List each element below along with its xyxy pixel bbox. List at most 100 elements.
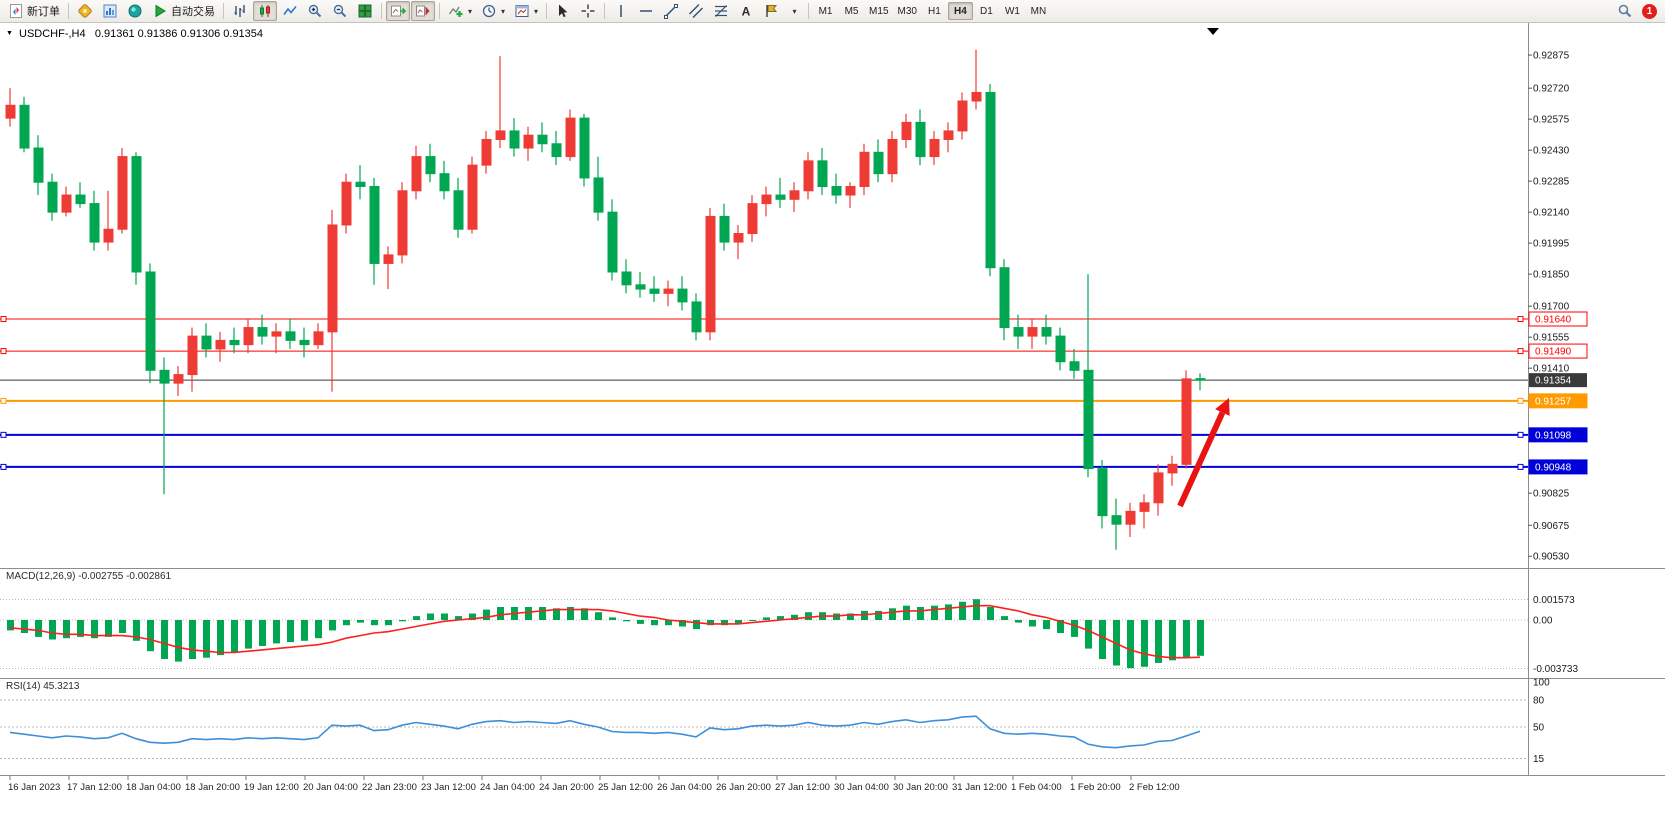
- indicators-button[interactable]: ▾: [444, 1, 476, 21]
- hline-handle[interactable]: [0, 316, 7, 323]
- candle-body: [1167, 463, 1178, 474]
- candle-body: [439, 173, 450, 192]
- community-button[interactable]: [123, 1, 147, 21]
- timeframe-M30-button[interactable]: M30: [894, 2, 921, 20]
- timeframe-H1-button[interactable]: H1: [922, 2, 947, 20]
- candle-body: [495, 130, 506, 140]
- macd-histogram-bar: [371, 620, 378, 626]
- market-watch-button[interactable]: [98, 1, 122, 21]
- cursor-tool-button[interactable]: [551, 1, 575, 21]
- price-badge: [1528, 311, 1588, 327]
- search-button[interactable]: [1613, 1, 1637, 21]
- zoom-out-button[interactable]: [328, 1, 352, 21]
- hline-handle[interactable]: [0, 431, 7, 438]
- hline-handle[interactable]: [0, 348, 7, 355]
- line-chart-type-button[interactable]: [278, 1, 302, 21]
- hline-handle[interactable]: [1517, 397, 1524, 404]
- zoom-in-button[interactable]: [303, 1, 327, 21]
- candle-body: [607, 211, 618, 273]
- macd-histogram-bar: [805, 612, 812, 620]
- vertical-line-tool-button[interactable]: [609, 1, 633, 21]
- macd-histogram-bar: [189, 620, 196, 659]
- price-badge-label: 0.91257: [1535, 396, 1572, 407]
- timeframe-D1-button[interactable]: D1: [974, 2, 999, 20]
- hline-handle[interactable]: [1517, 316, 1524, 323]
- candlestick-chart-type-button[interactable]: [253, 1, 277, 21]
- hline-handle[interactable]: [0, 397, 7, 404]
- line-chart-icon: [282, 3, 298, 19]
- trendline-tool-button[interactable]: [659, 1, 683, 21]
- macd-histogram-bar: [917, 607, 924, 620]
- candle-body: [103, 228, 114, 243]
- price-tick-label: 0.90530: [1533, 552, 1570, 563]
- timeframe-H4-button[interactable]: H4: [947, 2, 973, 20]
- trend-arrow-head[interactable]: [1215, 398, 1230, 416]
- notification-badge[interactable]: 1: [1642, 3, 1657, 19]
- macd-histogram-bar: [217, 620, 224, 656]
- candle-body: [747, 203, 758, 235]
- candle-body: [691, 301, 702, 333]
- timeframe-MN-button[interactable]: MN: [1026, 2, 1051, 20]
- macd-histogram-bar: [469, 613, 476, 620]
- tile-windows-button[interactable]: [353, 1, 377, 21]
- candle-body: [453, 190, 464, 230]
- chart-title-collapse-icon[interactable]: ▼: [6, 30, 13, 37]
- toolbar-separator: [808, 3, 810, 19]
- bar-chart-type-button[interactable]: [228, 1, 252, 21]
- channel-tool-button[interactable]: [684, 1, 708, 21]
- timeframe-M15-button[interactable]: M15: [865, 2, 892, 20]
- horizontal-line-tool-button[interactable]: [634, 1, 658, 21]
- crosshair-tool-button[interactable]: [576, 1, 600, 21]
- macd-histogram-bar: [987, 607, 994, 620]
- svg-text:A: A: [742, 5, 751, 19]
- fibonacci-tool-button[interactable]: [709, 1, 733, 21]
- macd-histogram-bar: [945, 604, 952, 620]
- candle-body: [1097, 468, 1108, 517]
- macd-histogram-bar: [735, 620, 742, 624]
- hline-handle[interactable]: [0, 463, 7, 470]
- candle-body: [1139, 502, 1150, 512]
- macd-histogram-bar: [483, 609, 490, 620]
- candle-body: [1181, 378, 1192, 465]
- time-axis-label: 2 Feb 12:00: [1129, 782, 1180, 793]
- macd-histogram-bar: [1029, 620, 1036, 627]
- macd-histogram-bar: [1113, 620, 1120, 666]
- candle-body: [733, 233, 744, 243]
- chart-title: ▼ USDCHF-,H4 0.91361 0.91386 0.91306 0.9…: [6, 28, 263, 40]
- hline-handle[interactable]: [1517, 348, 1524, 355]
- macd-histogram-bar: [133, 620, 140, 641]
- macd-histogram-bar: [7, 620, 14, 631]
- candle-body: [775, 194, 786, 200]
- candle-body: [1055, 335, 1066, 363]
- label-tool-button[interactable]: [759, 1, 783, 21]
- auto-scroll-button[interactable]: [386, 1, 410, 21]
- new-order-button[interactable]: 新订单: [4, 1, 64, 21]
- timeframe-W1-button[interactable]: W1: [1000, 2, 1025, 20]
- chart-shift-button[interactable]: [411, 1, 435, 21]
- templates-button[interactable]: ▾: [510, 1, 542, 21]
- price-tick-label: 0.92285: [1533, 177, 1570, 188]
- periods-button[interactable]: ▾: [477, 1, 509, 21]
- metaeditor-button[interactable]: [73, 1, 97, 21]
- chart-shift-marker[interactable]: [1207, 28, 1219, 35]
- hline-handle[interactable]: [1517, 431, 1524, 438]
- timeframe-M1-button[interactable]: M1: [813, 2, 838, 20]
- macd-scale-label: 0.001573: [1533, 595, 1575, 606]
- trend-arrow-shaft[interactable]: [1177, 411, 1226, 508]
- cursor-icon: [555, 3, 571, 19]
- hline-handle[interactable]: [1517, 463, 1524, 470]
- auto-trading-button[interactable]: 自动交易: [148, 1, 219, 21]
- arrows-tool-button[interactable]: ▾: [784, 1, 804, 21]
- candle-body: [355, 181, 366, 188]
- text-tool-button[interactable]: A: [734, 1, 758, 21]
- macd-histogram-bar: [609, 617, 616, 620]
- timeframe-M5-button[interactable]: M5: [839, 2, 864, 20]
- candle-body: [1153, 472, 1164, 504]
- candle-body: [131, 156, 142, 273]
- macd-histogram-bar: [301, 620, 308, 641]
- template-icon: [514, 3, 530, 19]
- macd-histogram-bar: [777, 616, 784, 620]
- current-price-badge: [1529, 373, 1587, 388]
- macd-histogram-bar: [1169, 620, 1176, 661]
